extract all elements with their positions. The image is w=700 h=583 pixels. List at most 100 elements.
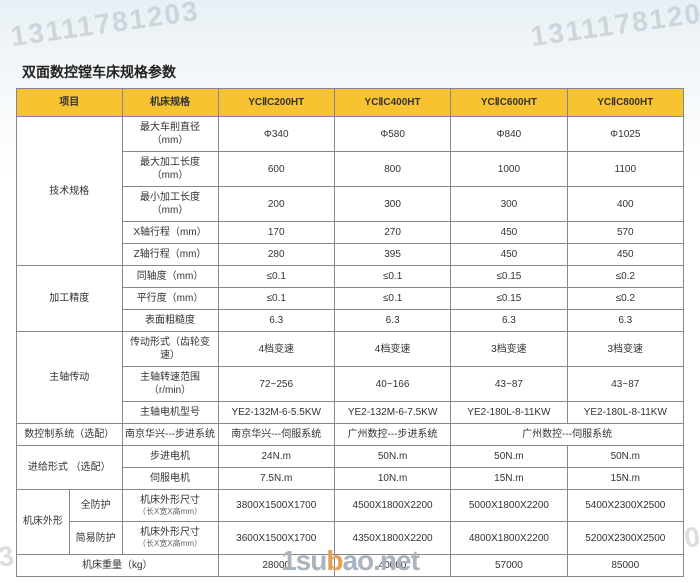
spec-label: 平行度（mm） — [122, 288, 218, 310]
spec-value: 6.3 — [334, 310, 450, 332]
spec-value: 3800X1500X1700 — [218, 490, 334, 522]
spec-value: ≤0.1 — [218, 266, 334, 288]
spec-value: 800 — [334, 152, 450, 187]
spec-value: 57000 — [451, 554, 567, 576]
group-feed: 进给形式 （选配） — [17, 446, 123, 490]
table-header-row: 项目 机床规格 YCⅡC200HT YCⅡC400HT YCⅡC600HT YC… — [17, 89, 684, 117]
header-item: 项目 — [17, 89, 123, 117]
spec-value: YE2-132M-6-5.5KW — [218, 402, 334, 424]
spec-value: 7.5N.m — [218, 468, 334, 490]
spec-value: 400 — [567, 187, 683, 222]
spec-label: 最小加工长度（mm） — [122, 187, 218, 222]
spec-value: 南京华兴---伺服系统 — [218, 424, 334, 446]
logo-prefix: 1su — [281, 545, 326, 576]
sublabel-simple-guard: 简易防护 — [69, 522, 122, 554]
table-row: 加工精度 同轴度（mm） ≤0.1≤0.1≤0.15≤0.2 — [17, 266, 684, 288]
spec-value: ≤0.2 — [567, 266, 683, 288]
table-row: 主轴传动 传动形式（齿轮变速） 4档变速4档变速3档变速3档变速 — [17, 332, 684, 367]
spec-value: 450 — [451, 222, 567, 244]
spec-value: 6.3 — [451, 310, 567, 332]
sublabel-full-guard: 全防护 — [69, 490, 122, 522]
watermark: 13111781203 — [528, 0, 700, 53]
header-c2: YCⅡC400HT — [334, 89, 450, 117]
spec-value: Φ340 — [218, 117, 334, 152]
header-c4: YCⅡC800HT — [567, 89, 683, 117]
spec-value: 4800X1800X2200 — [451, 522, 567, 554]
page-title: 双面数控镗车床规格参数 — [22, 62, 176, 82]
group-cnc: 数控制系统（选配） — [17, 424, 123, 446]
group-weight: 机床重量（kg） — [17, 554, 219, 576]
header-c1: YCⅡC200HT — [218, 89, 334, 117]
spec-value: 4500X1800X2200 — [334, 490, 450, 522]
spec-value: 200 — [218, 187, 334, 222]
spec-value: 50N.m — [451, 446, 567, 468]
spec-value: 15N.m — [567, 468, 683, 490]
spec-value: 300 — [334, 187, 450, 222]
spec-value: 40~166 — [334, 367, 450, 402]
spec-value: Φ580 — [334, 117, 450, 152]
spec-value: ≤0.15 — [451, 266, 567, 288]
spec-value: YE2-132M-6-7.5KW — [334, 402, 450, 424]
spec-value: 南京华兴---步进系统 — [122, 424, 218, 446]
spec-value: 43~87 — [451, 367, 567, 402]
spec-label: X轴行程（mm） — [122, 222, 218, 244]
spec-value: 280 — [218, 244, 334, 266]
spec-label: 最大车削直径（mm） — [122, 117, 218, 152]
watermark: 13111781203 — [9, 0, 202, 53]
spec-value: 450 — [451, 244, 567, 266]
group-tech: 技术规格 — [17, 117, 123, 266]
spec-value: 广州数控---伺服系统 — [451, 424, 684, 446]
spec-label: Z轴行程（mm） — [122, 244, 218, 266]
spec-value: ≤0.1 — [334, 266, 450, 288]
spec-value: ≤0.15 — [451, 288, 567, 310]
spec-value: 570 — [567, 222, 683, 244]
spec-value: 3档变速 — [567, 332, 683, 367]
spec-value: ≤0.2 — [567, 288, 683, 310]
table-row: 技术规格 最大车削直径（mm） Φ340 Φ580 Φ840 Φ1025 — [17, 117, 684, 152]
spec-value: 10N.m — [334, 468, 450, 490]
spec-value: 170 — [218, 222, 334, 244]
spec-value: 6.3 — [218, 310, 334, 332]
spec-value: Φ840 — [451, 117, 567, 152]
spec-value: 43~87 — [567, 367, 683, 402]
spec-value: 395 — [334, 244, 450, 266]
spec-value: 50N.m — [334, 446, 450, 468]
spec-label: 传动形式（齿轮变速） — [122, 332, 218, 367]
header-c3: YCⅡC600HT — [451, 89, 567, 117]
spec-value: 5400X2300X2500 — [567, 490, 683, 522]
spec-value: 3档变速 — [451, 332, 567, 367]
spec-label: 机床外形尺寸（长X宽X高mm） — [122, 522, 218, 554]
spec-value: Φ1025 — [567, 117, 683, 152]
spec-value: YE2-180L-8-11KW — [451, 402, 567, 424]
spec-value: 1100 — [567, 152, 683, 187]
spec-value: 24N.m — [218, 446, 334, 468]
group-shape: 机床外形 — [17, 490, 70, 555]
spec-value: 5200X2300X2500 — [567, 522, 683, 554]
table-row: 机床外形 全防护 机床外形尺寸（长X宽X高mm） 3800X1500X17004… — [17, 490, 684, 522]
header-spec: 机床规格 — [122, 89, 218, 117]
spec-label: 机床外形尺寸（长X宽X高mm） — [122, 490, 218, 522]
spec-label: 主轴电机型号 — [122, 402, 218, 424]
spec-label: 同轴度（mm） — [122, 266, 218, 288]
spec-value: ≤0.1 — [218, 288, 334, 310]
spec-value: 300 — [451, 187, 567, 222]
spec-value: 4档变速 — [218, 332, 334, 367]
spec-value: 广州数控---步进系统 — [334, 424, 450, 446]
spec-value: 72~256 — [218, 367, 334, 402]
spec-value: ≤0.1 — [334, 288, 450, 310]
spec-table: 项目 机床规格 YCⅡC200HT YCⅡC400HT YCⅡC600HT YC… — [16, 88, 684, 577]
logo-suffix: ao.net — [342, 545, 418, 576]
spec-value: 15N.m — [451, 468, 567, 490]
table-row: 进给形式 （选配） 步进电机 24N.m50N.m50N.m50N.m — [17, 446, 684, 468]
spec-value: 5000X1800X2200 — [451, 490, 567, 522]
spec-label: 主轴转速范围（r/min） — [122, 367, 218, 402]
spec-value: 6.3 — [567, 310, 683, 332]
spec-value: 1000 — [451, 152, 567, 187]
spec-label: 最大加工长度（mm） — [122, 152, 218, 187]
group-precision: 加工精度 — [17, 266, 123, 332]
logo-mid: b — [326, 545, 342, 576]
spec-table-container: 项目 机床规格 YCⅡC200HT YCⅡC400HT YCⅡC600HT YC… — [16, 88, 684, 577]
spec-value: 600 — [218, 152, 334, 187]
spec-label: 步进电机 — [122, 446, 218, 468]
group-spindle: 主轴传动 — [17, 332, 123, 424]
